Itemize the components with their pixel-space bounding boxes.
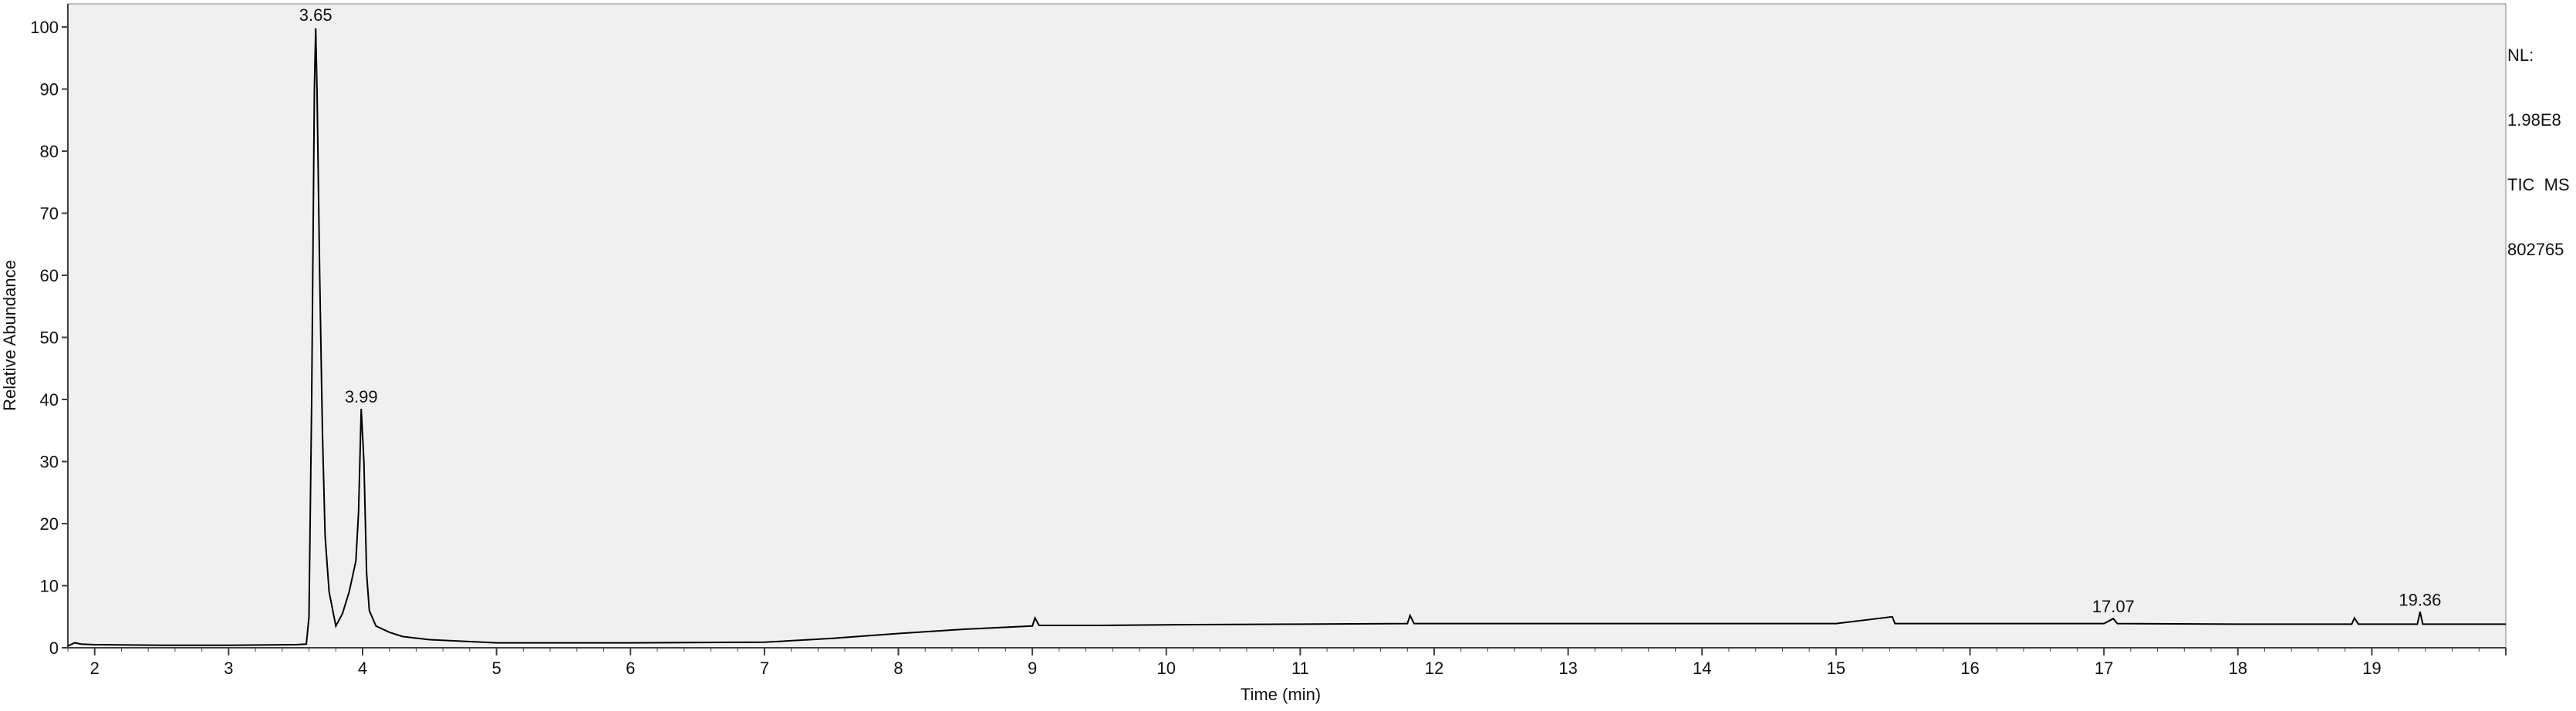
y-tick-label-20: 20 [40,514,59,534]
x-tick-label-3: 3 [224,659,233,678]
y-tick-label-0: 0 [49,639,59,658]
x-tick-label-15: 15 [1827,659,1845,678]
plot-area [67,3,2507,649]
tic-trace-line [67,28,2506,647]
x-tick-label-12: 12 [1425,659,1443,678]
x-tick-label-4: 4 [358,659,367,678]
peak-label-17.07: 17.07 [2092,597,2135,616]
x-tick-label-10: 10 [1156,659,1175,678]
normalization-info: NL: 1.98E8 TIC MS 802765 [2507,2,2570,282]
scan-filter: TIC MS [2507,175,2570,194]
y-tick-label-60: 60 [40,266,59,285]
x-tick-label-11: 11 [1291,659,1309,678]
y-tick-label-40: 40 [40,390,59,409]
x-tick-label-16: 16 [1960,659,1979,678]
y-axis-label: Relative Abundance [0,260,19,411]
nl-value: 1.98E8 [2507,110,2561,130]
x-axis-label: Time (min) [1241,685,1321,704]
file-id: 802765 [2507,240,2564,259]
x-tick-label-13: 13 [1558,659,1577,678]
x-tick-label-8: 8 [893,659,903,678]
y-tick-label-100: 100 [30,18,59,37]
x-tick-label-9: 9 [1028,659,1037,678]
peak-label-3.65: 3.65 [299,5,333,25]
x-tick-label-18: 18 [2229,659,2247,678]
peak-labels: 3.65 3.99 17.07 19.36 [299,5,2442,616]
y-tick-label-90: 90 [40,80,59,99]
nl-label: NL: [2507,45,2534,65]
x-tick-label-7: 7 [760,659,769,678]
x-axis: 2 3 4 5 6 7 8 9 10 11 12 13 14 15 16 17 18 19 [67,647,2507,678]
y-tick-label-50: 50 [40,329,59,348]
x-tick-label-17: 17 [2095,659,2113,678]
y-tick-label-10: 10 [40,577,59,596]
x-tick-label-14: 14 [1693,659,1711,678]
y-axis: 0 10 20 30 40 50 60 70 80 90 100 [30,4,69,658]
x-tick-label-6: 6 [626,659,635,678]
peak-label-3.99: 3.99 [345,387,378,406]
y-tick-label-30: 30 [40,453,59,472]
x-tick-label-19: 19 [2362,659,2381,678]
x-tick-label-5: 5 [491,659,501,678]
peak-label-19.36: 19.36 [2399,590,2441,609]
y-tick-label-80: 80 [40,142,59,161]
y-tick-label-70: 70 [40,204,59,224]
x-tick-label-2: 2 [90,659,100,678]
